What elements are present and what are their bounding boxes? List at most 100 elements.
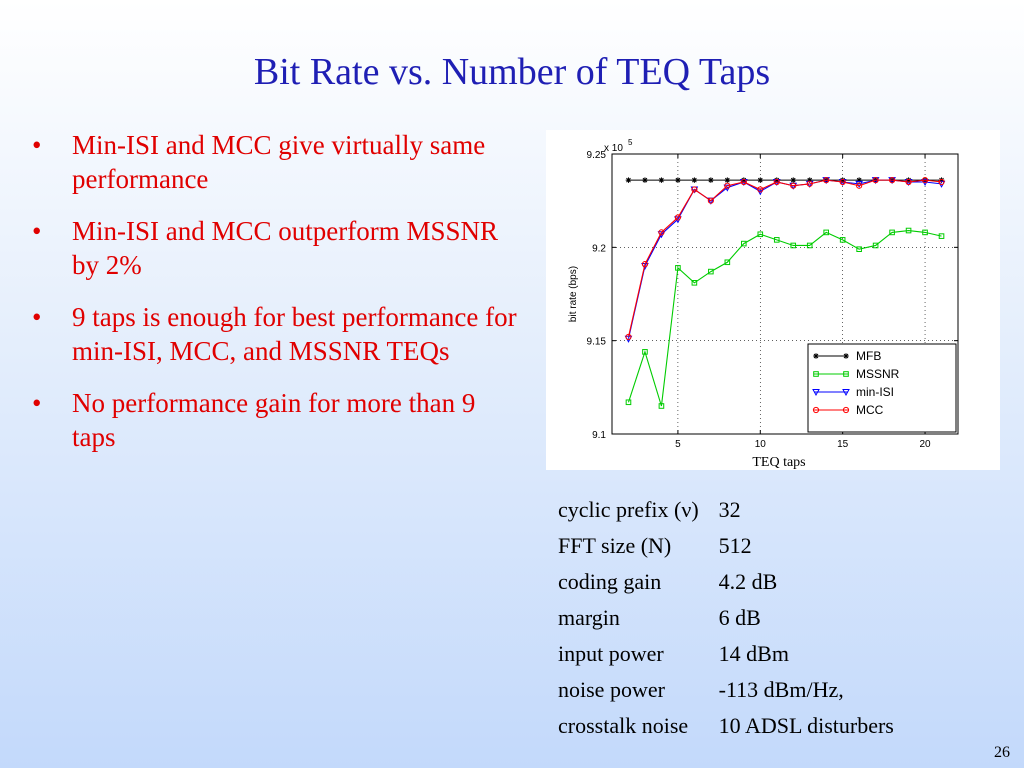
data-point <box>889 229 895 236</box>
x-tick-label: 10 <box>755 439 767 450</box>
data-point <box>823 229 829 236</box>
data-point <box>675 265 681 271</box>
x-axis-label: TEQ taps <box>752 455 805 470</box>
data-point <box>922 229 928 236</box>
data-point <box>843 353 849 359</box>
data-point <box>888 177 896 184</box>
series-line <box>627 179 942 338</box>
parameter-value: -113 dBm/Hz, <box>718 677 844 702</box>
data-point <box>757 186 764 193</box>
slide-number: 26 <box>994 744 1010 761</box>
data-point <box>708 177 714 183</box>
y-axis-multiplier-exponent: 5 <box>628 138 633 147</box>
data-point <box>839 237 846 243</box>
parameter-value: 4.2 dB <box>718 569 778 594</box>
data-point <box>790 177 797 183</box>
data-point <box>856 177 862 183</box>
parameter-name: coding gain <box>558 569 662 594</box>
data-point <box>813 371 819 377</box>
series-mssnr <box>625 227 945 409</box>
data-point <box>872 242 879 249</box>
table-row: margin 6 dB <box>558 600 894 636</box>
data-point <box>724 182 731 189</box>
data-point <box>740 178 747 186</box>
legend-box <box>807 343 957 433</box>
y-axis-label: bit rate (bps) <box>568 266 579 322</box>
parameter-value: 10 ADSL disturbers <box>718 713 894 738</box>
bullet-item: • No performance gain for more than 9 tap… <box>30 386 520 454</box>
bit-rate-chart: 5 10 15 20 9.1 9.15 9.2 9.25 x 10 5 bit rate (b… <box>568 138 959 470</box>
data-point <box>773 177 780 183</box>
data-point <box>823 177 830 184</box>
simulation-parameters-table: cyclic prefix (ν) 32 FFT size (N) 512 codi… <box>558 492 894 744</box>
data-point <box>625 333 632 341</box>
legend-label: MSSNR <box>856 367 900 381</box>
data-point <box>813 353 819 359</box>
data-point <box>921 177 929 184</box>
data-point <box>842 406 850 414</box>
data-point <box>856 182 863 189</box>
data-point <box>757 231 764 238</box>
legend-label: MFB <box>856 349 881 363</box>
parameter-name: FFT size (N) <box>558 533 672 558</box>
bullet-text: 9 taps is enough for best performance fo… <box>72 302 517 366</box>
bullet-text: Min-ISI and MCC give virtually same perf… <box>72 130 486 194</box>
chart-legend: MFB MSSNR min-ISI MCC <box>807 343 957 433</box>
data-point <box>658 177 665 183</box>
data-point <box>905 177 912 183</box>
data-point <box>812 406 820 414</box>
data-point <box>642 177 648 183</box>
data-point <box>905 227 912 234</box>
x-tick-label: 15 <box>837 439 849 450</box>
data-point <box>790 182 797 189</box>
data-point <box>625 177 632 183</box>
parameter-value: 512 <box>718 533 752 558</box>
data-point <box>674 214 682 221</box>
legend-label: min-ISI <box>856 385 894 399</box>
chart-series <box>624 177 946 409</box>
data-point <box>843 371 849 377</box>
data-point <box>839 178 846 186</box>
series-line <box>627 179 942 339</box>
data-point <box>691 177 698 183</box>
data-point <box>773 237 780 243</box>
y-tick-label: 9.1 <box>592 430 606 441</box>
slide-title: Bit Rate vs. Number of TEQ Taps <box>253 51 771 93</box>
table-row: crosstalk noise 10 ADSL disturbers <box>558 708 894 744</box>
data-point <box>855 180 863 188</box>
y-tick-label: 9.15 <box>587 337 607 348</box>
data-point <box>641 261 649 268</box>
table-row: cyclic prefix (ν) 32 <box>558 492 894 528</box>
data-point <box>938 233 945 239</box>
x-tick-label: 20 <box>919 439 931 450</box>
data-point <box>856 246 862 253</box>
data-point <box>675 177 681 183</box>
data-point <box>806 177 813 183</box>
data-point <box>724 177 731 183</box>
data-point <box>708 268 714 275</box>
data-point <box>691 186 698 193</box>
data-point <box>757 177 764 183</box>
series-min-isi <box>624 177 946 343</box>
parameter-name: crosstalk noise <box>558 713 689 738</box>
data-point <box>872 177 879 184</box>
bullet-list: • Min-ISI and MCC give virtually same per… <box>30 128 520 472</box>
bullet-text: Min-ISI and MCC outperform MSSNR by 2% <box>72 216 499 280</box>
data-point <box>741 177 747 183</box>
data-point <box>658 229 665 236</box>
data-point <box>658 403 665 409</box>
data-point <box>905 178 912 186</box>
table-row: FFT size (N) 512 <box>558 528 894 564</box>
data-point <box>741 240 747 247</box>
y-axis-multiplier: x 10 <box>604 143 623 154</box>
data-point <box>790 242 797 249</box>
data-point <box>938 178 945 186</box>
data-point <box>938 177 945 183</box>
data-point <box>773 178 780 186</box>
bullet-item: • Min-ISI and MCC give virtually same per… <box>30 128 520 196</box>
bullet-marker: • <box>32 302 42 332</box>
parameter-value: 14 dBm <box>718 641 789 666</box>
y-tick-label: 9.25 <box>587 150 607 161</box>
bullet-marker: • <box>32 130 42 160</box>
chart-axes-box <box>611 153 959 435</box>
